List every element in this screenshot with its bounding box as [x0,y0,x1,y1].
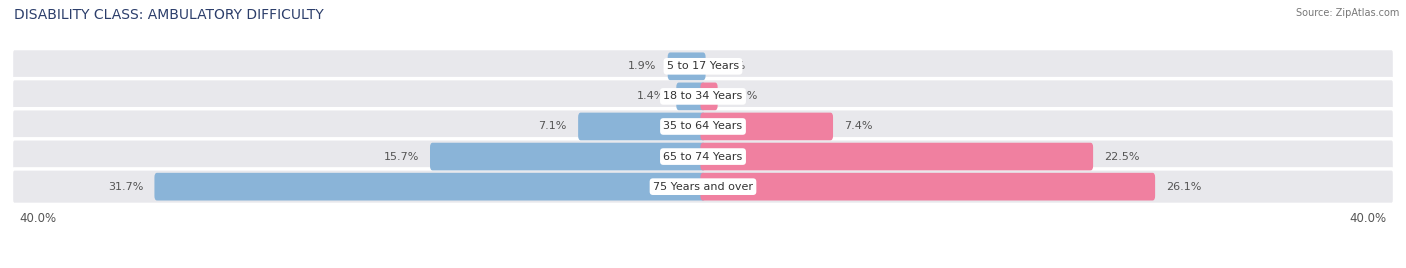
FancyBboxPatch shape [11,49,1395,84]
Text: 22.5%: 22.5% [1104,152,1140,162]
FancyBboxPatch shape [11,169,1395,204]
Text: 0.0%: 0.0% [717,61,745,71]
FancyBboxPatch shape [700,143,1092,170]
Text: DISABILITY CLASS: AMBULATORY DIFFICULTY: DISABILITY CLASS: AMBULATORY DIFFICULTY [14,8,323,22]
Text: 31.7%: 31.7% [108,182,143,192]
Text: 5 to 17 Years: 5 to 17 Years [666,61,740,71]
Text: 7.4%: 7.4% [844,121,873,132]
Text: 35 to 64 Years: 35 to 64 Years [664,121,742,132]
FancyBboxPatch shape [430,143,706,170]
Text: 18 to 34 Years: 18 to 34 Years [664,91,742,101]
FancyBboxPatch shape [578,113,706,140]
Text: 7.1%: 7.1% [538,121,567,132]
Text: 15.7%: 15.7% [384,152,419,162]
Text: 1.4%: 1.4% [637,91,665,101]
Text: 40.0%: 40.0% [1350,212,1386,225]
FancyBboxPatch shape [668,53,706,80]
Text: 40.0%: 40.0% [20,212,56,225]
Text: 1.9%: 1.9% [628,61,657,71]
FancyBboxPatch shape [700,113,832,140]
FancyBboxPatch shape [11,139,1395,174]
FancyBboxPatch shape [11,109,1395,144]
Text: 65 to 74 Years: 65 to 74 Years [664,152,742,162]
Text: Source: ZipAtlas.com: Source: ZipAtlas.com [1295,8,1399,18]
FancyBboxPatch shape [700,173,1156,200]
Text: 26.1%: 26.1% [1167,182,1202,192]
Text: 0.7%: 0.7% [728,91,758,101]
FancyBboxPatch shape [11,79,1395,114]
FancyBboxPatch shape [155,173,706,200]
FancyBboxPatch shape [676,83,706,110]
Text: 75 Years and over: 75 Years and over [652,182,754,192]
FancyBboxPatch shape [700,83,717,110]
